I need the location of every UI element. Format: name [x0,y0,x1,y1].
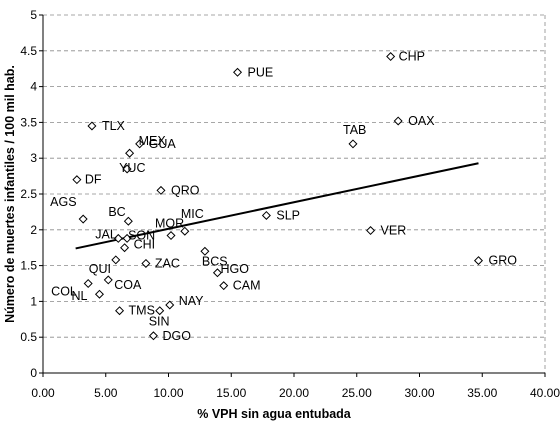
x-tick-label: 10.00 [153,386,183,400]
x-tick-label: 15.00 [216,386,246,400]
data-point-marker [103,275,113,285]
data-point-marker [233,67,243,77]
data-point-marker [348,139,358,149]
data-point-label: TLX [102,119,126,133]
data-point-label: CAM [233,279,261,293]
y-tick-label: 4.5 [20,44,37,58]
data-point-label: PUE [248,65,274,79]
data-point-label: GUA [149,137,177,151]
data-point-label: GRO [488,254,517,268]
data-point-marker [386,52,396,62]
data-point-marker [123,216,133,226]
y-tick-label: 3.5 [20,115,37,129]
data-point-marker [180,226,190,236]
data-point-label: SON [128,228,155,242]
x-tick-labels: 0.00 5.00 10.00 15.00 20.00 25.00 30.00 35.00 40… [31,386,560,400]
data-point-label: DF [85,173,102,187]
data-point-label: BCS [202,254,228,268]
data-point-label: MEX [139,134,167,148]
data-point-marker [156,185,166,195]
data-point-marker [122,233,132,243]
data-point-marker [219,281,229,291]
data-point-marker [78,214,88,224]
data-point-marker [83,278,93,289]
y-tick-label: 0 [30,366,37,380]
data-point-label: CHI [134,238,156,252]
data-point-marker [155,306,165,316]
data-point-label: TAB [343,123,366,137]
data-point-label: VER [381,224,407,238]
y-tick-label: 5 [30,8,37,22]
data-point-marker [148,331,158,341]
y-axis-title: Número de muertes infantiles / 100 mil h… [3,65,17,323]
data-point-label: YUC [119,161,145,175]
x-tick-label: 5.00 [94,386,118,400]
data-point-marker [115,306,125,316]
data-point-marker [113,233,123,243]
data-point-marker [87,121,97,131]
data-point-label: DGO [162,329,191,343]
data-point-marker [120,243,130,253]
data-point-label: QUI [89,262,111,276]
data-point-marker [72,175,82,185]
data-point-marker [200,246,210,256]
data-point-label: MOR [155,217,184,231]
x-tick-label: 40.00 [530,386,560,400]
y-tick-label: 3 [30,151,37,165]
x-tick-label: 25.00 [342,386,372,400]
data-point-label: AGS [50,195,76,209]
data-point-label: QRO [171,183,200,197]
data-point-label: BC [108,205,125,219]
data-point-marker [212,268,222,278]
data-point-label: CHP [399,50,425,64]
x-axis-title: % VPH sin agua entubada [197,407,352,421]
data-point-label: JAL [95,227,117,241]
data-point-label: COA [114,278,142,292]
x-tick-label: 0.00 [31,386,55,400]
y-tick-label: 2.5 [20,187,37,201]
y-tick-label: 0.5 [20,330,37,344]
y-tick-label: 1 [30,294,37,308]
data-point-label: SIN [149,315,170,329]
data-point-marker [473,256,483,266]
trendline [75,162,479,250]
data-point-label: ZAC [155,256,180,270]
data-point-marker [125,148,135,158]
data-point-marker [141,258,151,268]
trendline-group [75,162,479,250]
data-point-label: HGO [220,262,249,276]
data-point-label: SLP [276,208,300,222]
x-tick-label: 35.00 [467,386,497,400]
data-point-marker [165,300,175,310]
y-tick-label: 2 [30,223,37,237]
data-point-marker [393,116,403,126]
data-point-label: MIC [181,207,204,221]
data-point-marker [111,255,121,265]
data-point-marker [166,231,176,241]
data-point-marker [94,289,104,299]
data-point-label: NL [71,289,87,303]
data-point-label: NAY [179,294,204,308]
data-point-marker [366,226,376,236]
y-tick-label: 1.5 [20,259,37,273]
data-point-label: TMS [129,304,155,318]
x-tick-label: 20.00 [279,386,309,400]
axes [39,14,546,377]
data-point-marker [135,139,145,149]
x-tick-label: 30.00 [404,386,434,400]
data-point-marker [261,210,271,220]
y-tick-labels: 0 0.5 1 1.5 2 2.5 3 3.5 4 4.5 5 [20,8,37,380]
data-point-label: OAX [408,114,435,128]
data-point-label: COL [51,285,77,299]
data-point-marker [122,164,132,174]
y-tick-label: 4 [30,80,37,94]
gridlines [43,14,546,373]
